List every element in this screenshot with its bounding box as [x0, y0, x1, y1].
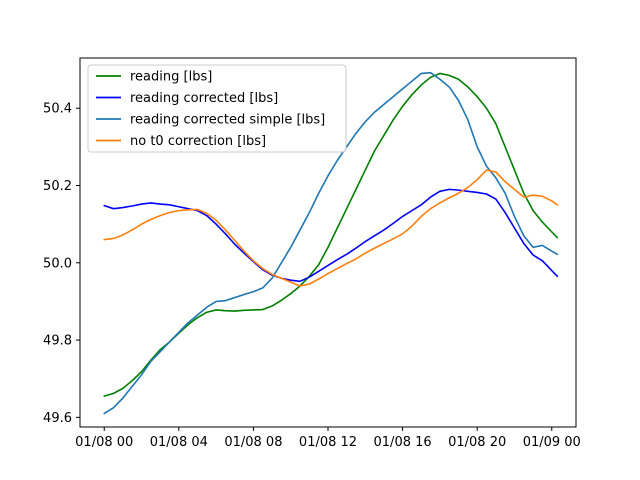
x-tick-label: 01/08 00 — [75, 435, 133, 450]
x-tick-label: 01/08 12 — [299, 435, 357, 450]
x-tick-label: 01/09 00 — [523, 435, 581, 450]
series-line-reading-corrected-simple-lbs — [103, 71, 559, 415]
legend-label-reading-lbs: reading [lbs] — [130, 70, 212, 85]
series-line-no-t0-correction-lbs — [103, 169, 559, 287]
legend-label-no-t0-correction-lbs: no t0 correction [lbs] — [130, 134, 266, 149]
x-tick-label: 01/08 04 — [150, 435, 208, 450]
y-tick-label: 50.0 — [43, 256, 72, 271]
series-line-reading-corrected-lbs — [103, 188, 559, 283]
x-tick-label: 01/08 20 — [448, 435, 506, 450]
legend-label-reading-corrected-lbs: reading corrected [lbs] — [130, 91, 278, 106]
y-axis: 49.6 49.8 50.0 50.2 50.4 — [43, 102, 80, 426]
x-tick-label: 01/08 08 — [224, 435, 282, 450]
x-tick-label: 01/08 16 — [374, 435, 432, 450]
y-tick-label: 49.8 — [43, 334, 72, 349]
x-axis: 01/08 00 01/08 04 01/08 08 01/08 12 01/08 16… — [75, 427, 581, 450]
y-tick-label: 50.2 — [43, 179, 72, 194]
legend-frame — [87, 64, 347, 153]
series-layer — [103, 71, 559, 415]
y-tick-label: 50.4 — [43, 102, 72, 117]
legend: reading [lbs] reading corrected [lbs] read… — [87, 64, 347, 153]
legend-label-reading-corrected-simple-lbs: reading corrected simple [lbs] — [130, 113, 325, 128]
y-tick-label: 49.6 — [43, 411, 72, 426]
